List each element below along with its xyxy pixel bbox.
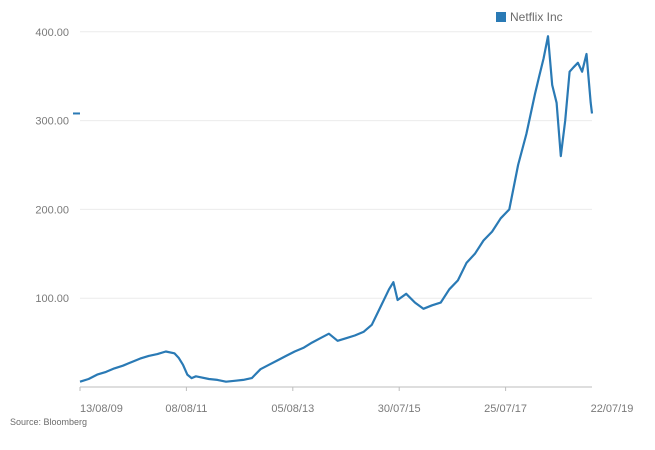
y-tick-label: 300.00 <box>35 116 69 128</box>
x-tick-label: 08/08/11 <box>165 403 207 415</box>
legend-swatch <box>496 12 506 22</box>
legend-label: Netflix Inc <box>510 10 563 24</box>
y-tick-label: 400.00 <box>35 27 69 39</box>
legend: Netflix Inc <box>496 10 563 24</box>
source-note: Source: Bloomberg <box>10 417 88 427</box>
x-tick-label: 25/07/17 <box>484 403 527 415</box>
y-tick-label: 200.00 <box>35 204 69 216</box>
grid-lines <box>80 31 592 299</box>
x-tick-label: 30/07/15 <box>378 403 421 415</box>
x-axis-ticks: 13/08/09 08/08/11 05/08/13 30/07/15 25/07/17… <box>79 387 634 415</box>
x-tick-label: 22/07/19 <box>591 403 634 415</box>
y-axis-ticks: 100.00 200.00 300.00 400.00 <box>35 27 69 305</box>
x-tick-label: 13/08/09 <box>80 403 123 415</box>
x-tick-label: 05/08/13 <box>271 403 314 415</box>
y-tick-label: 100.00 <box>35 293 69 305</box>
series-line-netflix <box>79 35 594 383</box>
